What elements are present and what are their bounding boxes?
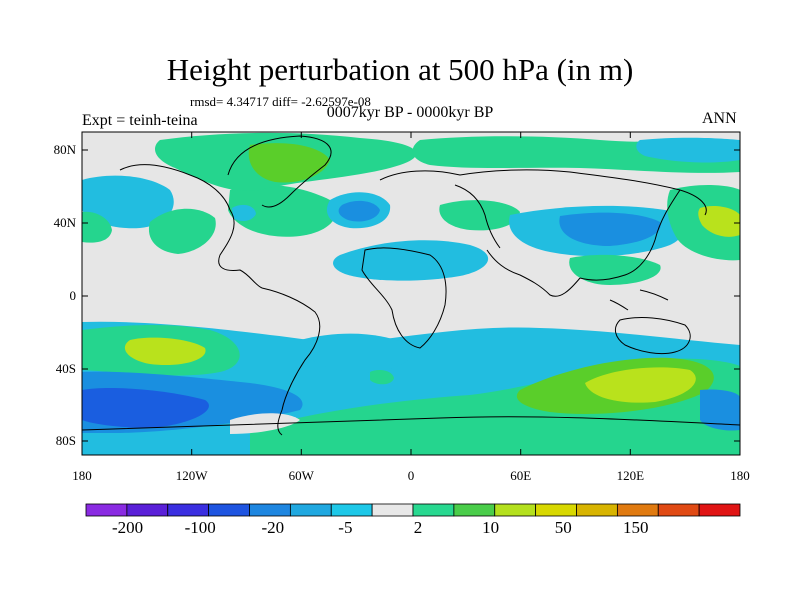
legend-box (249, 503, 291, 517)
legend-box (330, 503, 373, 517)
north-pacific-blue (82, 175, 174, 229)
legend-label-10: 10 (482, 518, 500, 537)
legend-boxes (85, 503, 741, 517)
legend-box (289, 503, 332, 517)
lat-label-40s: 40S (55, 361, 76, 376)
coastlines (82, 135, 740, 436)
lat-label-80s: 80S (55, 433, 76, 448)
lon-label-60w: 60W (288, 468, 314, 483)
legend-label-neg20: -20 (261, 518, 285, 537)
page-title: Height perturbation at 500 hPa (in m) (166, 52, 634, 87)
legend-label-neg100: -100 (184, 518, 216, 537)
legend-label-2: 2 (413, 518, 423, 537)
north-africa-blue (333, 240, 489, 281)
legend-box (576, 503, 618, 517)
south-atlantic-green (370, 370, 394, 385)
legend-box (698, 503, 741, 517)
south-pacific-darkblue (82, 388, 209, 428)
south-atlantic-blue (300, 333, 413, 373)
legend-label-neg5: -5 (338, 518, 353, 537)
far-south-pacific-blue (700, 389, 740, 431)
legend-box (535, 503, 577, 517)
north-pacific-green (148, 208, 216, 254)
legend-box (167, 503, 210, 517)
south-pacific-yellow (124, 337, 206, 366)
west-asia-green (439, 200, 520, 231)
lon-label-180w: 180 (72, 468, 92, 483)
greenland-core (248, 143, 330, 183)
legend-box (126, 503, 169, 517)
legend-box (412, 503, 455, 517)
indian-ocean-yellow (585, 367, 696, 403)
small-blue-atlantic (232, 204, 256, 222)
season-label: ANN (702, 110, 737, 127)
lat-label-80n: 80N (53, 142, 76, 157)
legend-box (494, 503, 537, 517)
legend-box (371, 503, 414, 517)
north-pacific-green-left (82, 211, 112, 243)
legend-label-neg200: -200 (112, 518, 144, 537)
pacific-blue-top (636, 137, 740, 163)
legend-box (616, 503, 659, 517)
legend-box (85, 503, 128, 517)
axis-ticks (81, 132, 741, 455)
lon-label-120w: 120W (175, 468, 208, 483)
central-asia-darkblue (559, 212, 661, 246)
legend-box (208, 503, 250, 517)
legend-label-50: 50 (554, 518, 572, 537)
lon-label-120e: 120E (616, 468, 645, 483)
north-atlantic-green (228, 184, 336, 237)
north-pacific-east-yellow (698, 205, 740, 237)
experiment-label: Expt = teinh-teina (82, 112, 198, 129)
subtitle: 0007kyr BP - 0000kyr BP (326, 104, 494, 121)
north-eu-blue-core (338, 200, 380, 222)
lat-label-40n: 40N (53, 215, 76, 230)
lon-label-180e: 180 (730, 468, 750, 483)
legend-box (453, 503, 496, 517)
east-asia-green (569, 254, 661, 285)
lon-label-0: 0 (407, 468, 415, 483)
lon-label-60e: 60E (510, 468, 532, 483)
map-panel (82, 132, 740, 455)
lat-label-0: 0 (69, 288, 77, 303)
legend-box (657, 503, 700, 517)
stats-label: rmsd= 4.34717 diff= -2.62597e-08 (190, 94, 371, 109)
legend-label-150: 150 (623, 518, 649, 537)
